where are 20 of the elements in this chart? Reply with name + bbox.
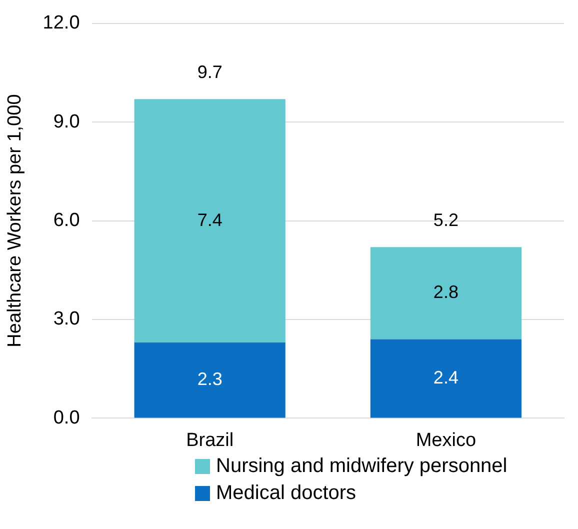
bar bbox=[134, 342, 286, 418]
x-tick-label: Brazil bbox=[186, 430, 234, 451]
legend-label: Nursing and midwifery personnel bbox=[216, 455, 508, 478]
bar bbox=[370, 247, 522, 340]
y-axis-title: Healthcare Workers per 1,000 bbox=[4, 94, 26, 348]
x-tick-label: Mexico bbox=[416, 430, 476, 451]
legend-label: Medical doctors bbox=[216, 482, 356, 505]
data-label: 7.4 bbox=[197, 210, 222, 230]
data-label: 2.4 bbox=[433, 367, 458, 388]
y-tick-label: 6.0 bbox=[53, 210, 80, 232]
y-tick-label: 9.0 bbox=[53, 111, 80, 132]
data-label: 2.8 bbox=[433, 282, 458, 302]
data-label: 2.3 bbox=[197, 369, 222, 390]
y-tick-label: 12.0 bbox=[42, 12, 80, 34]
total-label: 9.7 bbox=[197, 62, 222, 82]
total-label: 5.2 bbox=[433, 210, 458, 230]
y-tick-label: 3.0 bbox=[53, 308, 80, 330]
y-tick-label: 0.0 bbox=[53, 407, 80, 428]
bar bbox=[134, 99, 286, 343]
bar bbox=[370, 339, 522, 418]
